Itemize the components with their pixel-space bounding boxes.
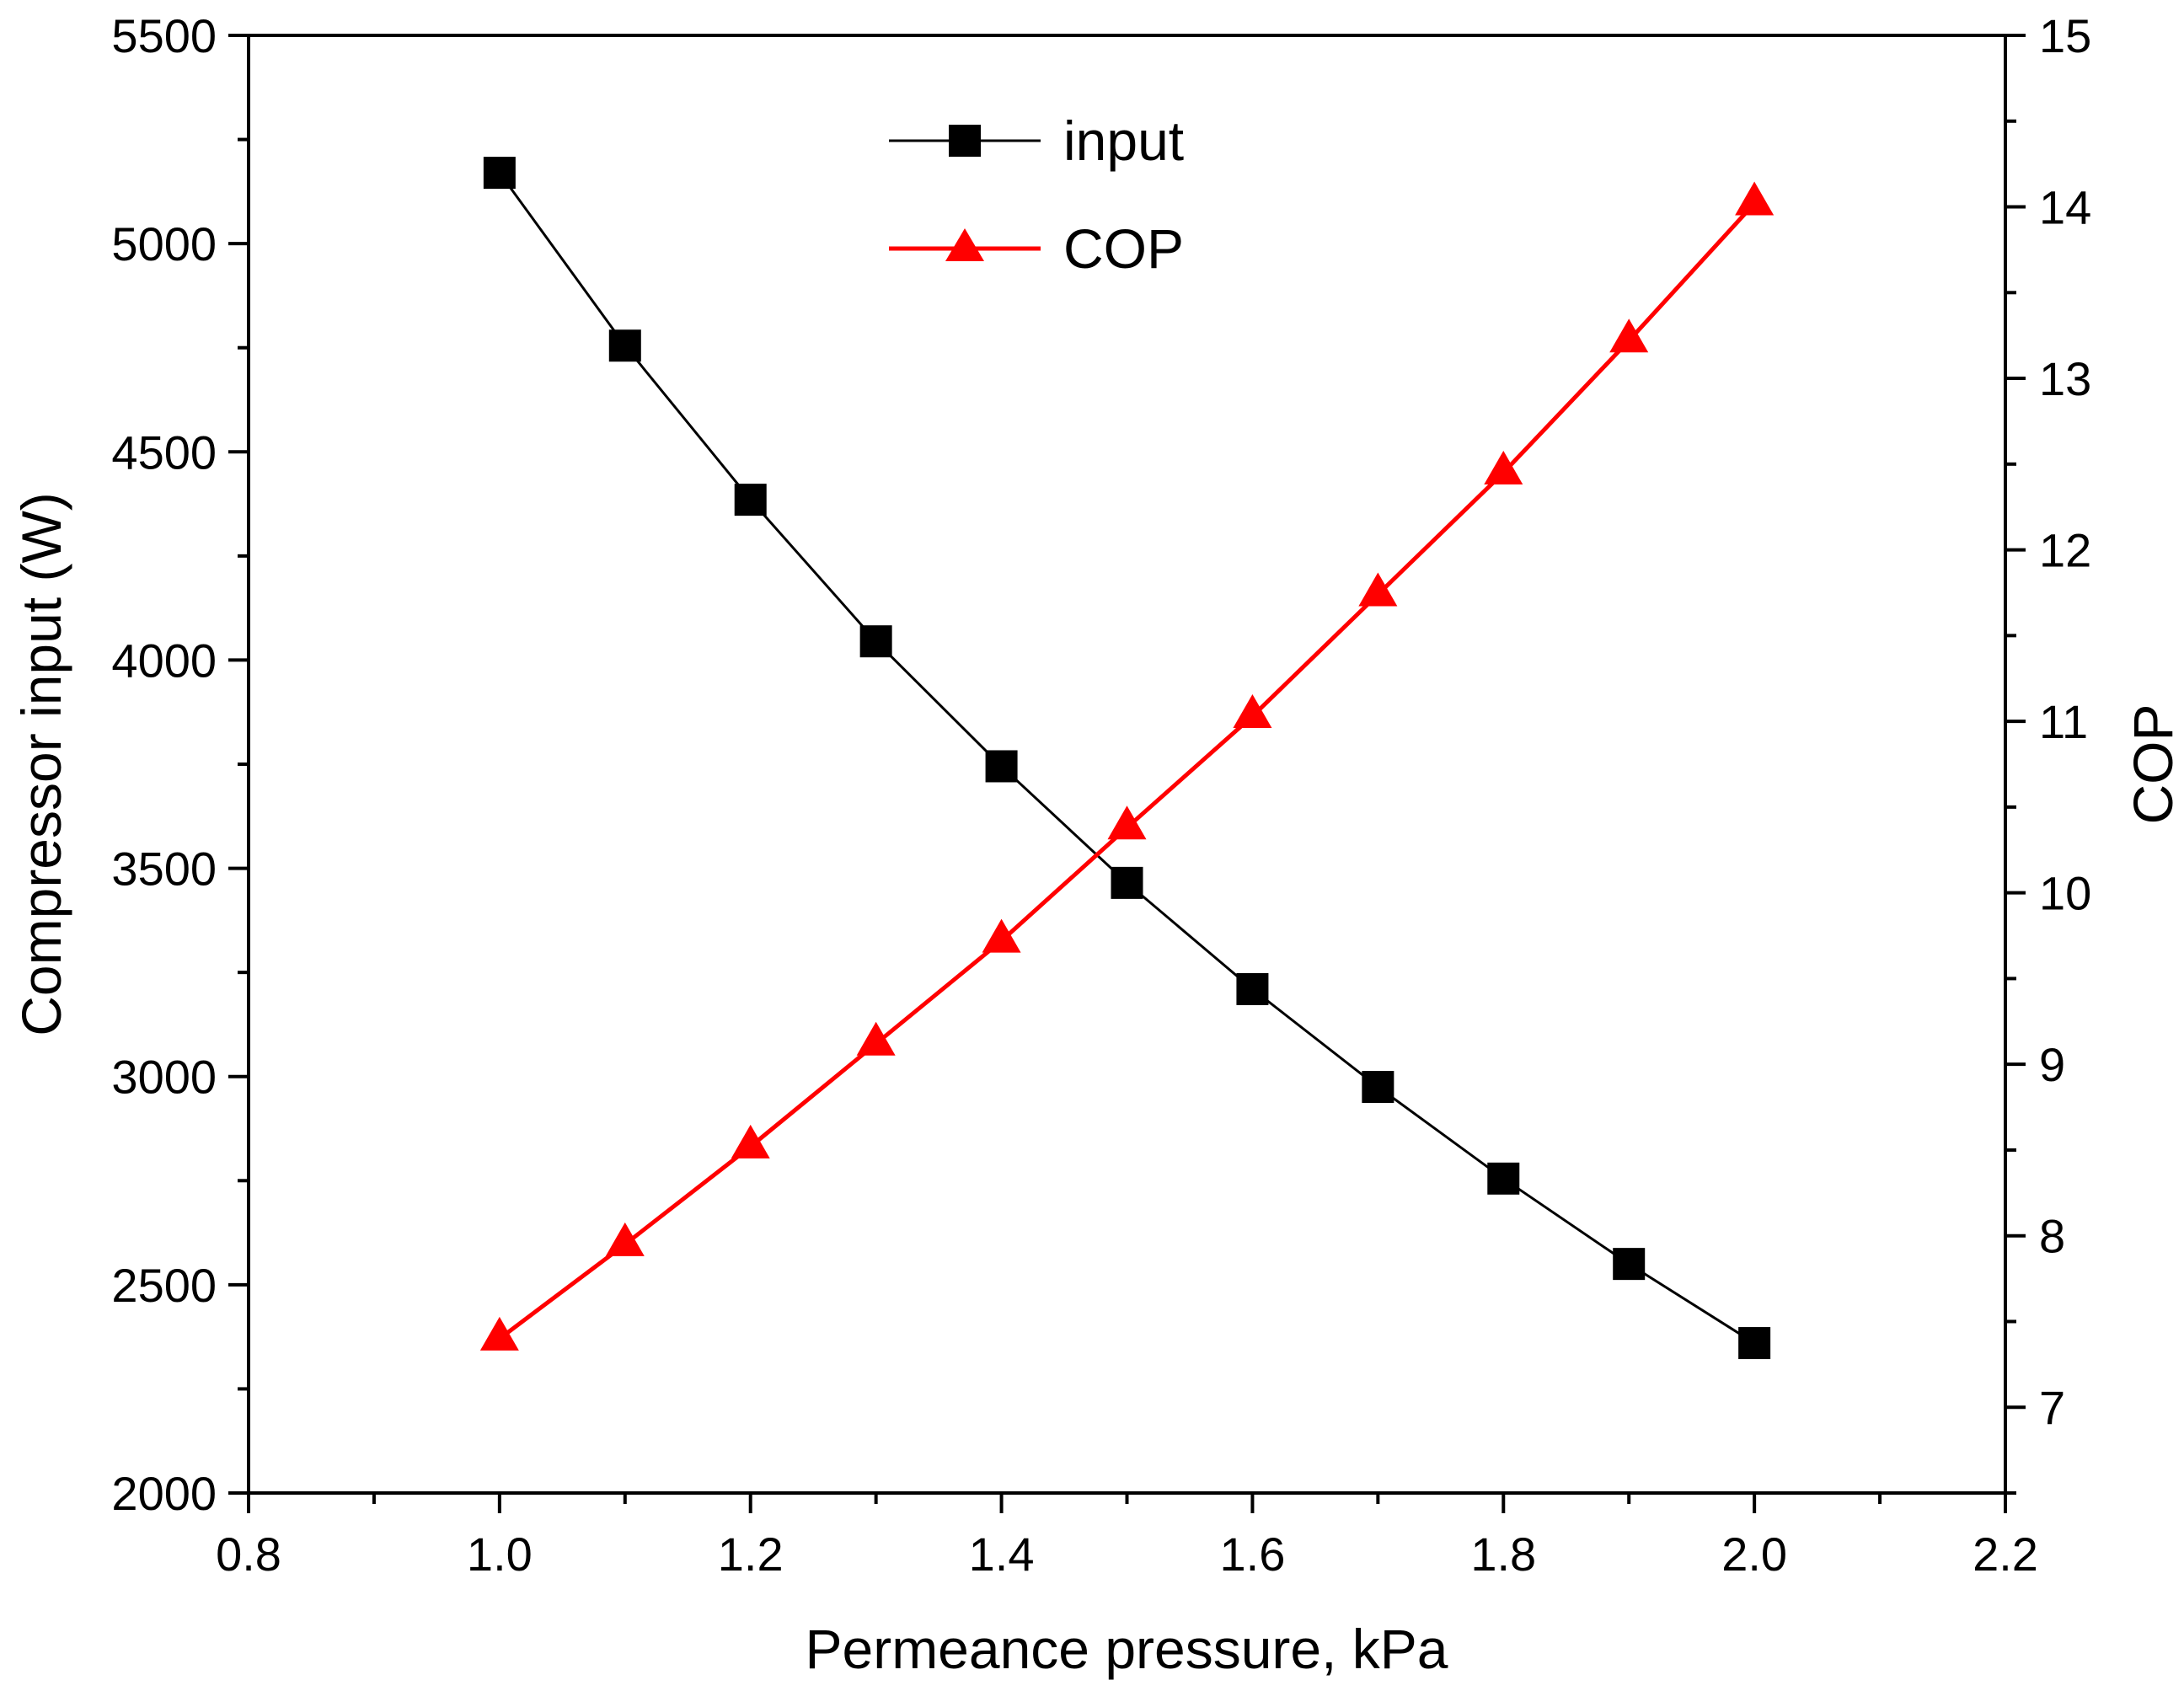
data-point-input <box>859 625 892 658</box>
y-right-tick-label: 7 <box>2039 1381 2065 1434</box>
data-point-input <box>1111 866 1143 899</box>
data-point-cop <box>1107 805 1147 840</box>
series-layer <box>479 157 1774 1360</box>
x-tick-label: 2.0 <box>1721 1528 1787 1581</box>
y-right-axis-title: COP <box>2122 704 2184 824</box>
legend-label-input: input <box>1063 110 1184 172</box>
y-right-tick-label: 13 <box>2039 352 2091 405</box>
data-point-input <box>985 750 1018 783</box>
x-tick-label: 1.6 <box>1219 1528 1285 1581</box>
series-line-cop <box>498 201 1756 1340</box>
data-point-cop <box>731 1124 770 1159</box>
data-point-cop <box>1233 694 1272 729</box>
y-right-tick-label: 10 <box>2039 867 2091 920</box>
y-left-tick-label: 3000 <box>111 1051 217 1104</box>
y-left-tick-label: 2500 <box>111 1259 217 1312</box>
y-left-tick-label: 5000 <box>111 217 217 270</box>
y-left-tick-label: 5500 <box>111 9 217 62</box>
y-left-axis-ticks: 2000 2500 3000 3500 4000 4500 5000 5500 <box>111 9 249 1520</box>
legend-marker-cop <box>945 228 984 261</box>
y-left-tick-label: 2000 <box>111 1467 217 1520</box>
y-right-tick-label: 14 <box>2039 181 2091 234</box>
y-right-tick-label: 12 <box>2039 524 2091 577</box>
legend-entry-cop: COP <box>889 217 1184 280</box>
data-point-cop <box>1609 318 1649 353</box>
x-tick-label: 2.2 <box>1973 1528 2038 1581</box>
y-left-tick-label: 4000 <box>111 634 217 687</box>
x-axis-ticks: 0.8 1.0 1.2 1.4 1.6 1.8 2.0 2.2 <box>216 1493 2038 1581</box>
y-left-tick-label: 4500 <box>111 425 217 479</box>
data-point-input <box>608 329 641 362</box>
data-point-input <box>1738 1327 1771 1360</box>
data-point-input <box>483 157 516 190</box>
data-point-input <box>1236 972 1269 1005</box>
data-point-input <box>1362 1071 1394 1104</box>
data-point-cop <box>479 1316 519 1351</box>
legend-marker-input <box>949 125 981 157</box>
data-point-cop <box>605 1222 645 1256</box>
data-point-input <box>1487 1162 1520 1195</box>
x-tick-label: 1.2 <box>718 1528 784 1581</box>
y-left-axis-title: Compressor input (W) <box>10 492 72 1035</box>
series-line-input <box>498 172 1755 1345</box>
data-point-cop <box>982 918 1021 953</box>
x-tick-label: 0.8 <box>216 1528 281 1581</box>
legend: input COP <box>889 110 1184 280</box>
legend-label-cop: COP <box>1063 217 1184 280</box>
y-right-tick-label: 11 <box>2039 695 2088 748</box>
y-right-tick-label: 15 <box>2039 9 2091 62</box>
data-point-input <box>1613 1248 1646 1281</box>
x-tick-label: 1.4 <box>969 1528 1035 1581</box>
y-right-tick-label: 9 <box>2039 1038 2065 1091</box>
y-right-axis-ticks: 7 8 9 10 11 12 13 14 15 <box>2005 9 2091 1495</box>
x-tick-label: 1.0 <box>467 1528 533 1581</box>
data-point-cop <box>1358 572 1398 607</box>
x-axis-title: Permeance pressure, kPa <box>805 1618 1448 1680</box>
legend-entry-input: input <box>889 110 1184 172</box>
data-point-cop <box>1484 451 1523 484</box>
x-tick-label: 1.8 <box>1470 1528 1536 1581</box>
data-point-input <box>734 484 767 516</box>
y-right-tick-label: 8 <box>2039 1210 2065 1263</box>
y-left-tick-label: 3500 <box>111 843 217 896</box>
data-point-cop <box>856 1021 896 1056</box>
data-point-cop <box>1735 181 1774 216</box>
